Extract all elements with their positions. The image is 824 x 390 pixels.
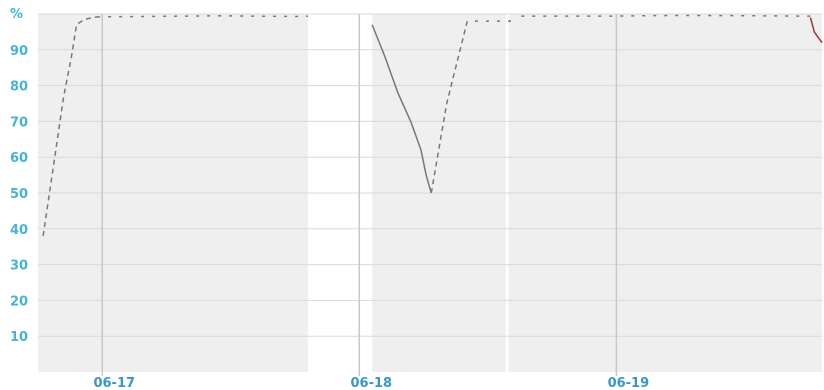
series-line-solid bbox=[371, 24, 433, 194]
series-line-dashed bbox=[42, 16, 98, 237]
x-tick-label: 06-18 bbox=[351, 376, 393, 390]
y-tick-label: 40 bbox=[10, 223, 28, 238]
series-line-dashed bbox=[430, 20, 468, 194]
y-tick-label: 10 bbox=[10, 330, 28, 345]
gridlines bbox=[38, 13, 822, 337]
y-tick-label: 20 bbox=[10, 294, 28, 309]
y-tick-label: 60 bbox=[10, 151, 28, 166]
y-tick-label: 50 bbox=[10, 187, 28, 202]
day-separators bbox=[101, 14, 618, 376]
x-tick-label: 06-17 bbox=[93, 376, 135, 390]
y-axis-unit-label: % bbox=[10, 7, 23, 22]
series-lines bbox=[42, 14, 823, 237]
y-axis-ticks: 10 20 30 40 50 60 70 80 90% bbox=[10, 7, 28, 345]
x-tick-label: 06-19 bbox=[608, 376, 650, 390]
series-line-dotted bbox=[521, 14, 812, 17]
x-axis-ticks: 06-17 06-18 06-19 bbox=[93, 376, 649, 390]
y-tick-label: 90 bbox=[10, 44, 28, 59]
y-tick-label: 70 bbox=[10, 115, 28, 130]
series-line-solid bbox=[809, 17, 823, 44]
y-tick-label: 80 bbox=[10, 80, 28, 95]
y-tick-label: 30 bbox=[10, 259, 28, 274]
